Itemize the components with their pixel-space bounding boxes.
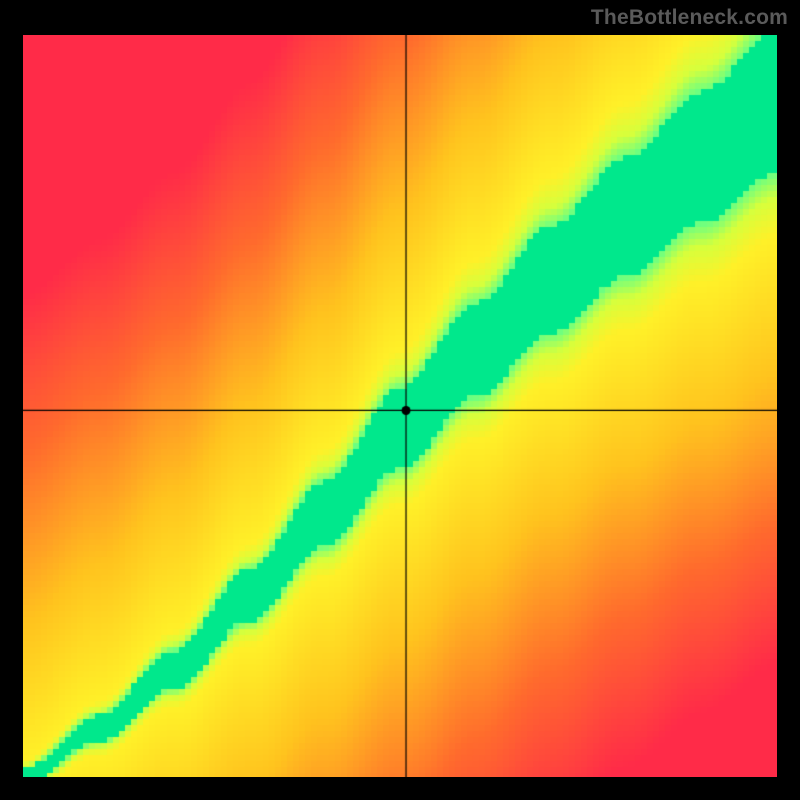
heatmap-plot (23, 35, 777, 777)
attribution-label: TheBottleneck.com (591, 6, 788, 30)
heatmap-canvas (23, 35, 777, 777)
chart-container: TheBottleneck.com (0, 0, 800, 800)
